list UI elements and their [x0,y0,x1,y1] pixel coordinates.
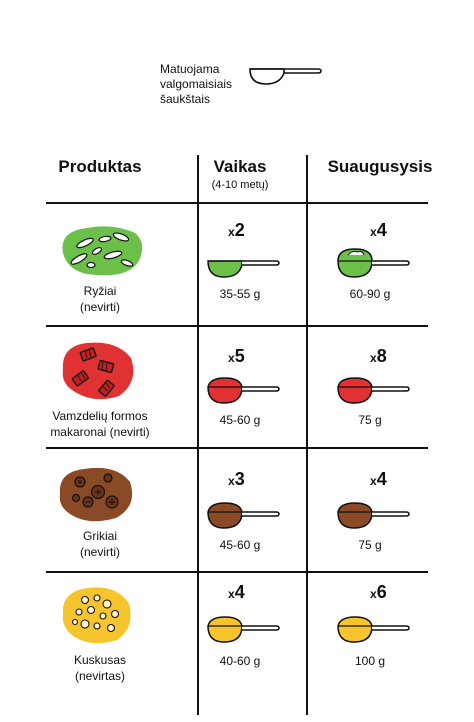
adult-count: x4 [370,220,387,241]
product-name-line-2: (nevirti) [79,300,120,314]
adult-spoon-icon [337,616,410,643]
column-divider-2 [306,155,308,715]
multiply-sign: x [370,351,377,365]
legend-line-3: šaukštais [160,92,211,106]
child-count-value: 2 [234,220,245,240]
child-count-value: 3 [234,469,245,489]
multiply-sign: x [228,225,235,239]
rice-icon [62,226,143,276]
multiply-sign: x [370,587,377,601]
child-count: x5 [228,346,245,367]
header-product: Produktas [58,157,142,176]
product-name: Kuskusas (nevirtas) [40,652,160,684]
product-name-line-2: (nevirtas) [74,669,125,683]
child-spoon-icon [207,377,280,404]
header-child: Vaikas [213,157,267,176]
adult-grams: 75 g [358,538,382,552]
child-count: x4 [228,582,245,603]
buckwheat-icon [59,467,133,522]
adult-spoon-icon [337,377,410,404]
adult-count: x8 [370,346,387,367]
product-name: Vamzdelių formos makaronai (nevirti) [30,408,170,440]
legend-line-1: Matuojama [160,62,220,76]
child-spoon-icon [207,260,280,278]
row-divider-2 [46,325,428,327]
product-name-line-1: Ryžiai [83,284,117,298]
child-spoon-icon [207,502,280,529]
couscous-icon [62,587,131,644]
child-count-value: 4 [234,582,245,602]
legend-line-2: valgomaisiais [160,77,233,91]
product-name-line-2: (nevirti) [79,545,120,559]
adult-count-value: 4 [376,469,387,489]
child-grams: 45-60 g [219,538,261,552]
multiply-sign: x [370,474,377,488]
adult-spoon-icon [337,502,410,529]
child-count: x2 [228,220,245,241]
header-adult: Suaugusysis [327,157,433,176]
pasta-icon [62,342,134,400]
adult-grams: 75 g [358,413,382,427]
product-name: Ryžiai (nevirti) [40,283,160,315]
adult-count-value: 6 [376,582,387,602]
adult-count-value: 8 [376,346,387,366]
multiply-sign: x [228,474,235,488]
child-grams: 35-55 g [219,287,261,301]
adult-spoon-icon [337,248,410,278]
product-name-line-2: makaronai (nevirti) [50,425,150,439]
row-divider-4 [46,571,428,573]
child-grams: 45-60 g [219,413,261,427]
tablespoon-icon [249,68,322,85]
child-count: x3 [228,469,245,490]
product-name-line-1: Grikiai [82,529,117,543]
adult-count: x6 [370,582,387,603]
product-name-line-1: Vamzdelių formos [52,409,148,423]
product-name: Grikiai (nevirti) [40,528,160,560]
multiply-sign: x [228,351,235,365]
adult-grams: 60-90 g [349,287,391,301]
column-divider-1 [197,155,199,715]
row-divider-1 [46,202,428,204]
multiply-sign: x [228,587,235,601]
header-child-sub: (4-10 metų) [211,179,269,191]
child-count-value: 5 [234,346,245,366]
adult-count: x4 [370,469,387,490]
row-divider-3 [46,447,428,449]
product-name-line-1: Kuskusas [73,653,127,667]
multiply-sign: x [370,225,377,239]
legend-text: Matuojama valgomaisiais šaukštais [160,62,232,107]
adult-grams: 100 g [354,654,386,668]
child-spoon-icon [207,616,280,643]
child-grams: 40-60 g [219,654,261,668]
adult-count-value: 4 [376,220,387,240]
